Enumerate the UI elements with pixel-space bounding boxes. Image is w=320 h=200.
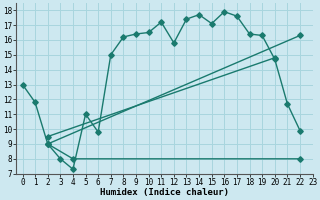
X-axis label: Humidex (Indice chaleur): Humidex (Indice chaleur): [100, 188, 229, 197]
